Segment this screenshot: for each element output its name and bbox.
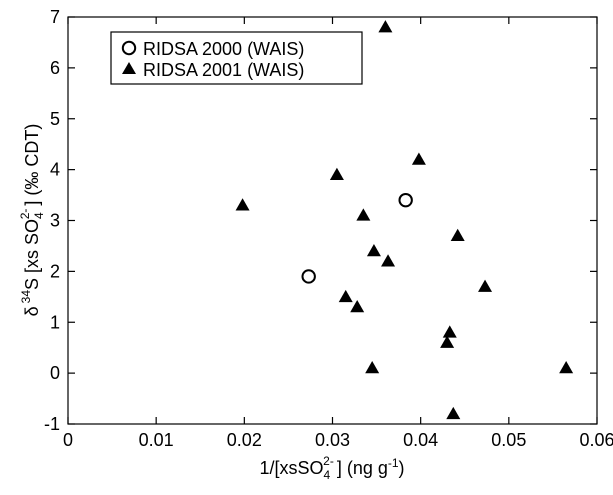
data-point-series-2 [338,289,353,303]
legend-marker-open-circle [121,40,137,56]
x-tick-label: 0.05 [491,430,526,450]
legend: RIDSA 2000 (WAIS) RIDSA 2001 (WAIS) [110,31,363,85]
legend-box [110,31,363,85]
x-axis: 0 0.01 0.02 0.03 0.04 0.05 0.06 [63,17,613,450]
legend-marker-filled-triangle [122,62,136,74]
y-axis: -1 0 1 2 3 4 5 6 7 [44,7,597,434]
x-tick-label: 0.04 [403,430,438,450]
legend-label-series-2: RIDSA 2001 (WAIS) [143,60,304,80]
legend-label-series-1: RIDSA 2000 (WAIS) [143,39,304,59]
y-tick-label: 0 [50,363,60,383]
data-point-series-2 [378,20,393,33]
y-tick-label: 2 [50,261,60,281]
data-point-series-2 [366,244,381,257]
data-point-series-2 [381,254,396,267]
y-tick-label: 6 [50,58,60,78]
data-point-series-2 [329,167,344,180]
y-tick-label: 1 [50,312,60,332]
x-tick-label: 0.02 [227,430,262,450]
x-axis-label: 1/[xsSO42-] (ng g-1) [259,454,404,482]
y-tick-label: 4 [50,160,60,180]
x-tick-label: 0 [63,430,73,450]
data-point-series-2 [478,279,493,292]
data-point-series-2 [235,198,250,211]
x-tick-label: 0.06 [579,430,613,450]
data-point-series-2 [350,299,365,313]
y-tick-label: 7 [50,7,60,27]
data-point-series-1 [398,192,413,208]
y-tick-label: -1 [44,414,60,434]
data-points [235,20,574,420]
data-point-series-2 [559,361,574,374]
y-tick-label: 3 [50,211,60,231]
data-point-series-2 [356,208,371,221]
data-point-series-1 [301,269,316,284]
data-point-series-2 [446,406,461,420]
y-axis-label: δ34S [xs SO42-] (‰ CDT) [18,124,46,317]
data-point-series-2 [365,361,380,374]
data-point-series-2 [450,228,465,242]
data-point-series-2 [442,325,457,338]
x-tick-label: 0.01 [139,430,174,450]
x-tick-label: 0.03 [315,430,350,450]
data-point-series-2 [411,152,426,165]
y-tick-label: 5 [50,109,60,129]
data-point-series-2 [440,335,455,348]
